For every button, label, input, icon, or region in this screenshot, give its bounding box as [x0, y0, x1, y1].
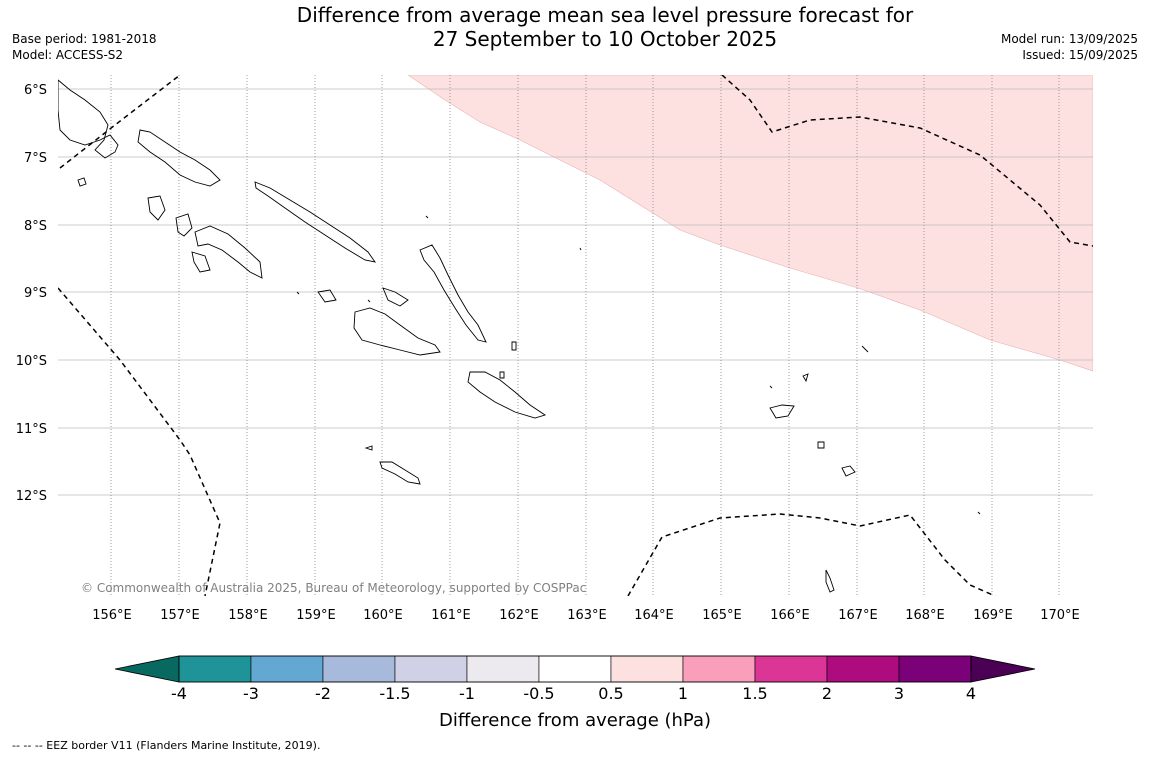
model-run: Model run: 13/09/2025 [1000, 32, 1138, 46]
colorbar-segment [610, 655, 684, 683]
colorbar-tick-label: -1 [459, 684, 475, 703]
colorbar-tick-label: 1 [678, 684, 688, 703]
colorbar-under-arrow [114, 655, 180, 683]
new-georgia-coast [147, 195, 263, 279]
lon-label: 163°E [567, 608, 607, 623]
base-period: Base period: 1981-2018 [12, 32, 157, 46]
colorbar-label: Difference from average (hPa) [439, 710, 711, 731]
colorbar-segment [898, 655, 972, 683]
issued-date: Issued: 15/09/2025 [1022, 48, 1138, 62]
lon-label: 156°E [92, 608, 132, 623]
rennell-coast [364, 445, 421, 485]
eez-footer-note: -- -- -- EEZ border V11 (Flanders Marine… [12, 739, 321, 752]
gridlines [58, 88, 1093, 496]
longitude-labels: 156°E 157°E 158°E 159°E 160°E 161°E 162°… [92, 608, 1080, 623]
lon-label: 161°E [431, 608, 471, 623]
lat-label: 11°S [16, 422, 47, 437]
colorbar-tick-label: -1.5 [379, 684, 410, 703]
colorbar-tick-label: -0.5 [523, 684, 554, 703]
title-line-2: 27 September to 10 October 2025 [432, 27, 778, 51]
lon-label: 158°E [228, 608, 268, 623]
colorbar-segment [250, 655, 324, 683]
colorbar-tick-label: 2 [822, 684, 832, 703]
colorbar-segment [394, 655, 468, 683]
lat-label: 8°S [24, 219, 47, 234]
title-line-1: Difference from average mean sea level p… [296, 3, 914, 27]
colorbar-segment [754, 655, 828, 683]
small-islets [77, 177, 981, 515]
copyright-notice: © Commonwealth of Australia 2025, Bureau… [81, 581, 586, 595]
lon-label: 162°E [499, 608, 539, 623]
isabel-coast [254, 181, 377, 263]
santa-cruz-coast [769, 404, 856, 593]
colorbar-tick-label: 3 [894, 684, 904, 703]
colorbar-segment [826, 655, 900, 683]
bougainville-coast [58, 79, 119, 159]
colorbar-segment [322, 655, 396, 683]
base-info: Base period: 1981-2018 Model: ACCESS-S2 [12, 31, 157, 63]
map-title: Difference from average mean sea level p… [0, 3, 1150, 51]
makira-coast [467, 371, 547, 419]
latitude-labels: 6°S 7°S 8°S 9°S 10°S 11°S 12°S [16, 83, 47, 504]
lat-label: 9°S [24, 286, 47, 301]
lon-label: 170°E [1040, 608, 1080, 623]
colorbar-segment [466, 655, 540, 683]
colorbar-tick-label: -2 [315, 684, 331, 703]
lon-label: 160°E [363, 608, 403, 623]
colorbar-ticks: -4 -3 -2 -1.5 -1 -0.5 0.5 1 1.5 2 3 4 [171, 684, 976, 703]
choiseul-coast [137, 129, 221, 187]
lon-label: 169°E [973, 608, 1013, 623]
lat-label: 6°S [24, 83, 47, 98]
florida-islands-coast [317, 287, 409, 307]
malaita-coast [419, 244, 487, 343]
lat-label: 12°S [16, 489, 47, 504]
guadalcanal-coast [353, 307, 441, 356]
lon-label: 157°E [160, 608, 200, 623]
colorbar-tick-label: 0.5 [598, 684, 623, 703]
lon-label: 167°E [838, 608, 878, 623]
colorbar-tick-label: 4 [966, 684, 976, 703]
lon-label: 164°E [634, 608, 674, 623]
lon-label: 165°E [702, 608, 742, 623]
colorbar-over-arrow [970, 655, 1036, 683]
lat-label: 7°S [24, 151, 47, 166]
colorbar-segment [178, 655, 252, 683]
colorbar-segment [682, 655, 756, 683]
map-area: Choiseul © Commonwealth of Australia 202… [58, 75, 1093, 596]
colorbar: -4 -3 -2 -1.5 -1 -0.5 0.5 1 1.5 2 3 4 Difference fr… [114, 655, 1036, 731]
model-name: Model: ACCESS-S2 [12, 48, 124, 62]
anomaly-positive-area [407, 75, 1093, 372]
eez-borders [58, 75, 1093, 596]
colorbar-frame [178, 655, 972, 683]
colorbar-tick-label: -4 [171, 684, 187, 703]
colorbar-segments [178, 655, 972, 683]
run-info: Model run: 13/09/2025 Issued: 15/09/2025 [1001, 31, 1138, 63]
lon-label: 166°E [770, 608, 810, 623]
colorbar-tick-label: -3 [243, 684, 259, 703]
lon-label: 159°E [296, 608, 336, 623]
colorbar-tick-label: 1.5 [742, 684, 767, 703]
colorbar-segment [538, 655, 612, 683]
coastlines [58, 79, 981, 593]
lon-label: 168°E [905, 608, 945, 623]
lat-label: 10°S [16, 354, 47, 369]
